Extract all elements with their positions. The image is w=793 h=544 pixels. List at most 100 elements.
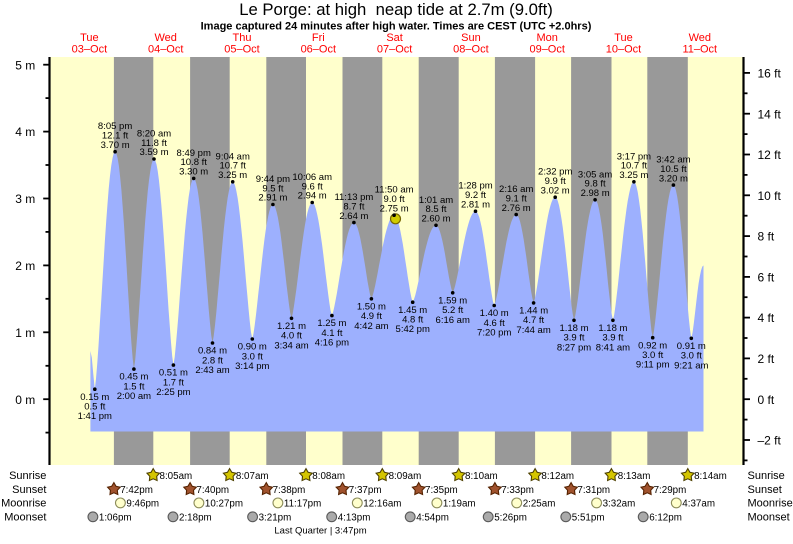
svg-text:–2 ft: –2 ft	[758, 434, 782, 448]
svg-text:12 ft: 12 ft	[758, 148, 782, 162]
svg-text:06–Oct: 06–Oct	[301, 44, 336, 56]
svg-text:Sunset: Sunset	[748, 484, 782, 496]
svg-text:Wed: Wed	[689, 32, 711, 44]
svg-text:2 ft: 2 ft	[758, 352, 775, 366]
svg-text:1 m: 1 m	[15, 326, 35, 340]
svg-text:3.20 m: 3.20 m	[659, 173, 688, 184]
svg-text:Last Quarter | 3:47pm: Last Quarter | 3:47pm	[274, 526, 366, 537]
svg-text:1.50 m: 1.50 m	[357, 301, 386, 312]
svg-text:1.59 m: 1.59 m	[438, 295, 467, 306]
svg-text:5.2 ft: 5.2 ft	[442, 305, 463, 316]
svg-text:8:07am: 8:07am	[236, 471, 269, 482]
svg-text:8.7 ft: 8.7 ft	[343, 201, 364, 212]
svg-text:0 ft: 0 ft	[758, 393, 775, 407]
svg-text:8 ft: 8 ft	[758, 230, 775, 244]
svg-text:8:20 am: 8:20 am	[137, 129, 171, 140]
svg-text:4:54pm: 4:54pm	[416, 512, 449, 523]
svg-text:2:43 am: 2:43 am	[195, 365, 229, 376]
svg-text:8:12am: 8:12am	[541, 471, 574, 482]
svg-text:2.75 m: 2.75 m	[380, 203, 409, 214]
svg-text:05–Oct: 05–Oct	[224, 44, 259, 56]
svg-text:3:32am: 3:32am	[603, 498, 636, 509]
svg-text:7:33pm: 7:33pm	[501, 485, 534, 496]
svg-text:Moonrise: Moonrise	[1, 497, 46, 509]
svg-text:3.70 m: 3.70 m	[101, 140, 130, 151]
svg-text:3.0 ft: 3.0 ft	[642, 350, 663, 361]
svg-text:0.45 m: 0.45 m	[119, 372, 148, 383]
svg-text:9.1 ft: 9.1 ft	[506, 193, 527, 204]
svg-text:3.9 ft: 3.9 ft	[602, 333, 623, 344]
svg-text:Mon: Mon	[536, 32, 557, 44]
svg-text:2.94 m: 2.94 m	[298, 191, 327, 202]
svg-text:5:42 pm: 5:42 pm	[396, 324, 430, 335]
svg-text:Image captured 24 minutes afte: Image captured 24 minutes after high wat…	[201, 21, 592, 33]
svg-text:Moonset: Moonset	[748, 511, 790, 523]
svg-text:2.76 m: 2.76 m	[502, 203, 531, 214]
svg-text:16 ft: 16 ft	[758, 67, 782, 81]
svg-text:4.6 ft: 4.6 ft	[484, 318, 505, 329]
svg-text:1:06pm: 1:06pm	[99, 512, 132, 523]
svg-text:3.30 m: 3.30 m	[179, 167, 208, 178]
svg-text:7:37pm: 7:37pm	[349, 485, 382, 496]
svg-text:11.8 ft: 11.8 ft	[141, 138, 167, 149]
svg-text:7:44 am: 7:44 am	[516, 325, 550, 336]
svg-text:1.44 m: 1.44 m	[519, 306, 548, 317]
svg-text:0.90 m: 0.90 m	[238, 342, 267, 353]
svg-text:1.25 m: 1.25 m	[317, 318, 346, 329]
svg-text:11:50 am: 11:50 am	[375, 185, 414, 196]
svg-text:3.9 ft: 3.9 ft	[563, 333, 584, 344]
svg-text:4.9 ft: 4.9 ft	[361, 311, 382, 322]
svg-text:5:51pm: 5:51pm	[572, 512, 605, 523]
svg-text:3:14 pm: 3:14 pm	[235, 361, 269, 372]
svg-text:3 m: 3 m	[15, 192, 35, 206]
svg-text:10.5 ft: 10.5 ft	[660, 164, 687, 175]
svg-text:1:01 am: 1:01 am	[419, 195, 453, 206]
svg-text:8:41 am: 8:41 am	[596, 342, 630, 353]
svg-text:12.1 ft: 12.1 ft	[102, 131, 129, 142]
svg-text:5:26pm: 5:26pm	[494, 512, 527, 523]
svg-text:Moonrise: Moonrise	[748, 497, 793, 509]
svg-text:2:18pm: 2:18pm	[179, 512, 212, 523]
svg-text:10:27pm: 10:27pm	[205, 498, 243, 509]
svg-text:2.81 m: 2.81 m	[461, 199, 490, 210]
svg-text:0.15 m: 0.15 m	[80, 392, 109, 403]
svg-text:4.0 ft: 4.0 ft	[281, 331, 302, 342]
svg-text:10.7 ft: 10.7 ft	[219, 161, 246, 172]
svg-text:Moonset: Moonset	[4, 511, 46, 523]
svg-text:Sunrise: Sunrise	[748, 470, 785, 482]
svg-text:6 ft: 6 ft	[758, 271, 775, 285]
svg-text:9:46pm: 9:46pm	[126, 498, 159, 509]
svg-text:10 ft: 10 ft	[758, 189, 782, 203]
svg-text:04–Oct: 04–Oct	[148, 44, 183, 56]
svg-text:4:13pm: 4:13pm	[338, 512, 371, 523]
svg-text:3:21pm: 3:21pm	[259, 512, 292, 523]
svg-text:8.5 ft: 8.5 ft	[425, 204, 446, 215]
svg-text:7:31pm: 7:31pm	[577, 485, 610, 496]
svg-text:1:41 pm: 1:41 pm	[78, 411, 112, 422]
svg-text:7:29pm: 7:29pm	[654, 485, 687, 496]
svg-text:11:17pm: 11:17pm	[284, 498, 321, 509]
svg-text:Fri: Fri	[312, 32, 325, 44]
svg-text:9.8 ft: 9.8 ft	[585, 179, 606, 190]
svg-text:3.02 m: 3.02 m	[541, 185, 570, 196]
svg-text:6:16 am: 6:16 am	[436, 315, 470, 326]
svg-text:1.7 ft: 1.7 ft	[163, 377, 184, 388]
svg-text:Wed: Wed	[154, 32, 176, 44]
svg-text:9.5 ft: 9.5 ft	[262, 183, 283, 194]
svg-text:4 m: 4 m	[15, 125, 35, 139]
svg-text:11–Oct: 11–Oct	[682, 44, 717, 56]
svg-text:2.8 ft: 2.8 ft	[202, 355, 223, 366]
svg-text:Sat: Sat	[386, 32, 403, 44]
svg-text:Le Porge: at high neap tide a: Le Porge: at high neap tide at 2.7m (9.0…	[239, 0, 553, 19]
svg-text:7:20 pm: 7:20 pm	[477, 328, 511, 339]
svg-text:2:16 am: 2:16 am	[499, 184, 533, 195]
svg-text:10–Oct: 10–Oct	[606, 44, 641, 56]
svg-text:8:08am: 8:08am	[312, 471, 345, 482]
svg-text:14 ft: 14 ft	[758, 107, 782, 121]
svg-text:0.51 m: 0.51 m	[159, 368, 188, 379]
svg-text:3:34 am: 3:34 am	[274, 340, 308, 351]
svg-text:9:11 pm: 9:11 pm	[636, 360, 670, 371]
svg-text:3.59 m: 3.59 m	[139, 147, 168, 158]
svg-text:9:44 pm: 9:44 pm	[256, 174, 290, 185]
svg-text:0 m: 0 m	[15, 393, 35, 407]
